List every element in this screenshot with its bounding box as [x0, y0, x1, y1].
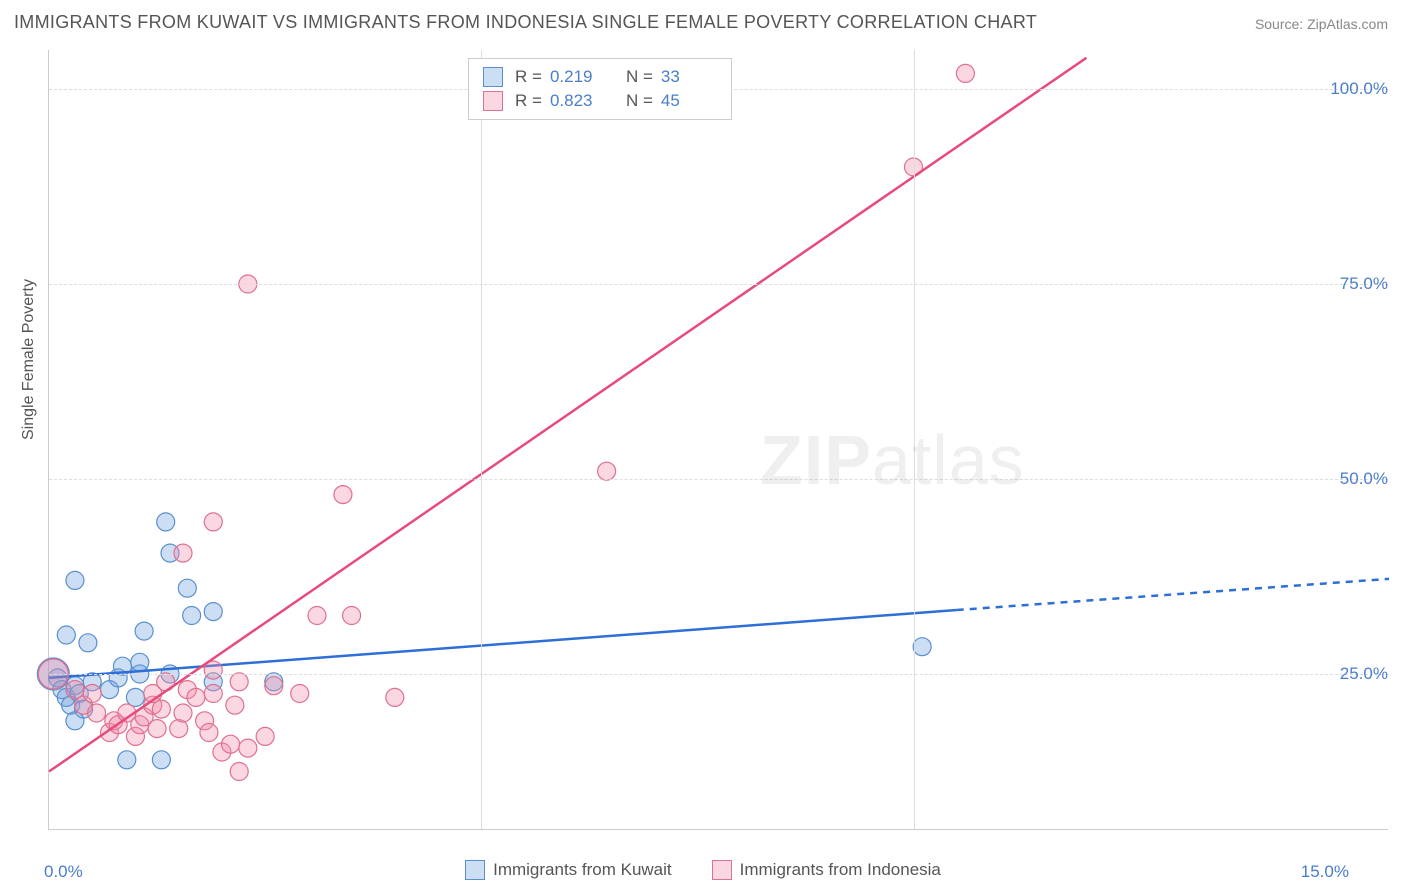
data-point: [226, 696, 244, 714]
watermark-bold: ZIP: [760, 421, 872, 499]
data-point: [187, 688, 205, 706]
data-point: [131, 653, 149, 671]
legend-item-label: Immigrants from Indonesia: [740, 860, 941, 880]
swatch-icon: [712, 860, 732, 880]
legend-r-value: 0.823: [550, 91, 606, 111]
source-label: Source:: [1255, 16, 1307, 32]
legend-r-value: 0.219: [550, 67, 606, 87]
data-point: [178, 579, 196, 597]
chart-svg: [49, 50, 1388, 829]
data-point: [598, 462, 616, 480]
legend-n-label: N =: [626, 67, 653, 87]
legend-item-label: Immigrants from Kuwait: [493, 860, 672, 880]
series-legend: Immigrants from Kuwait Immigrants from I…: [0, 860, 1406, 880]
data-point: [148, 720, 166, 738]
swatch-icon: [483, 67, 503, 87]
y-tick-label: 50.0%: [1340, 469, 1388, 489]
data-point: [157, 513, 175, 531]
x-tick-label: 15.0%: [1301, 862, 1349, 882]
trend-line: [49, 58, 1086, 772]
data-point: [135, 622, 153, 640]
y-tick-label: 100.0%: [1330, 79, 1388, 99]
source-attribution: Source: ZipAtlas.com: [1255, 16, 1388, 32]
data-point: [334, 486, 352, 504]
legend-r-label: R =: [515, 91, 542, 111]
watermark: ZIPatlas: [760, 420, 1025, 500]
x-tick-label: 0.0%: [44, 862, 83, 882]
data-point: [200, 724, 218, 742]
data-point: [913, 638, 931, 656]
data-point: [343, 607, 361, 625]
data-point: [230, 673, 248, 691]
plot-area: [48, 50, 1388, 830]
swatch-icon: [483, 91, 503, 111]
chart-title: IMMIGRANTS FROM KUWAIT VS IMMIGRANTS FRO…: [14, 12, 1037, 33]
correlation-legend: R = 0.219 N = 33 R = 0.823 N = 45: [468, 58, 732, 120]
data-point: [83, 685, 101, 703]
swatch-icon: [465, 860, 485, 880]
y-tick-label: 75.0%: [1340, 274, 1388, 294]
data-point: [183, 607, 201, 625]
legend-item: Immigrants from Kuwait: [465, 860, 672, 880]
legend-r-label: R =: [515, 67, 542, 87]
data-point: [239, 739, 257, 757]
data-point: [256, 727, 274, 745]
data-point: [204, 513, 222, 531]
data-point: [57, 626, 75, 644]
data-point: [79, 634, 97, 652]
data-point: [230, 763, 248, 781]
y-tick-label: 25.0%: [1340, 664, 1388, 684]
trend-line-extrapolated: [957, 579, 1389, 610]
legend-item: Immigrants from Indonesia: [712, 860, 941, 880]
data-point: [204, 603, 222, 621]
legend-n-value: 33: [661, 67, 717, 87]
y-axis-label: Single Female Poverty: [20, 279, 38, 440]
data-point: [222, 735, 240, 753]
data-point: [118, 751, 136, 769]
data-point: [66, 571, 84, 589]
data-point: [174, 704, 192, 722]
data-point: [152, 751, 170, 769]
data-point: [88, 704, 106, 722]
legend-n-label: N =: [626, 91, 653, 111]
data-point: [174, 544, 192, 562]
data-point: [956, 64, 974, 82]
source-name: ZipAtlas.com: [1307, 16, 1388, 32]
data-point: [152, 700, 170, 718]
legend-row: R = 0.823 N = 45: [483, 89, 717, 113]
data-point: [291, 685, 309, 703]
legend-n-value: 45: [661, 91, 717, 111]
data-point: [265, 677, 283, 695]
watermark-rest: atlas: [872, 421, 1025, 499]
legend-row: R = 0.219 N = 33: [483, 65, 717, 89]
data-point: [308, 607, 326, 625]
data-point: [204, 685, 222, 703]
data-point: [386, 688, 404, 706]
